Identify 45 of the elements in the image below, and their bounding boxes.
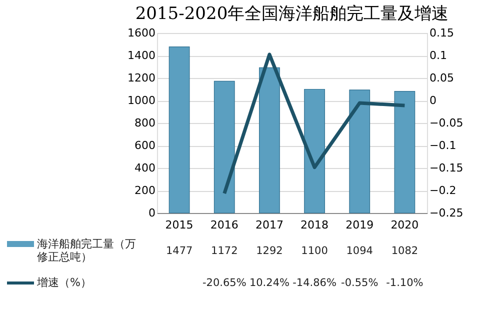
data-label: -1.10% <box>386 277 424 289</box>
y-tick-label: 400 <box>134 162 156 174</box>
y-tick-label: 200 <box>134 184 156 197</box>
bar <box>349 90 370 214</box>
data-label: 1100 <box>301 245 328 257</box>
y-tick-label: 0 <box>148 206 156 220</box>
data-label: 1477 <box>166 245 193 257</box>
bar <box>304 88 325 214</box>
y2-tick-label: −0.15 <box>430 162 464 174</box>
x-tick-label: 2016 <box>210 218 238 232</box>
y-tick-label: 1400 <box>128 49 156 62</box>
chart-title: 2015-2020年全国海洋船舶完工量及增速 <box>135 4 449 24</box>
y-tick-label: 800 <box>134 116 156 130</box>
legend-label: 海洋船舶完工量（万修正总吨） <box>37 238 136 264</box>
y2-tick-label: 0.1 <box>430 49 447 62</box>
y2-tick-label: 0 <box>430 94 436 107</box>
x-tick-label: 2015 <box>165 218 194 232</box>
y2-tick-label: 0.15 <box>430 26 454 40</box>
data-label: 1082 <box>391 245 418 257</box>
data-label: 1292 <box>256 245 283 257</box>
x-tick-label: 2017 <box>255 218 284 232</box>
x-tick-label: 2018 <box>300 218 329 232</box>
x-tick-label: 2019 <box>346 218 374 232</box>
y2-tick-label: −0.05 <box>430 116 464 130</box>
bar <box>168 46 190 214</box>
data-label: 1172 <box>211 245 238 257</box>
y-tick-label: 1200 <box>128 72 156 84</box>
y2-tick-label: −0.1 <box>430 139 456 152</box>
data-label: -20.65% <box>202 277 246 289</box>
x-tick-label: 2020 <box>390 218 419 232</box>
bar <box>394 90 416 214</box>
data-label: -14.86% <box>292 277 336 289</box>
data-label: 1094 <box>346 245 374 257</box>
y2-tick-label: −0.2 <box>430 184 456 197</box>
line-series <box>222 52 406 196</box>
bar <box>214 80 235 214</box>
y-tick-label: 1000 <box>128 94 156 107</box>
y-tick-label: 1600 <box>128 26 156 40</box>
bar <box>259 67 280 214</box>
data-label: -0.55% <box>341 277 378 289</box>
data-label: 10.24% <box>249 277 290 289</box>
legend-label: 增速（%） <box>36 276 92 289</box>
y-tick-label: 600 <box>134 139 156 152</box>
y2-tick-label: 0.05 <box>430 72 454 84</box>
y2-tick-label: −0.25 <box>430 206 464 220</box>
